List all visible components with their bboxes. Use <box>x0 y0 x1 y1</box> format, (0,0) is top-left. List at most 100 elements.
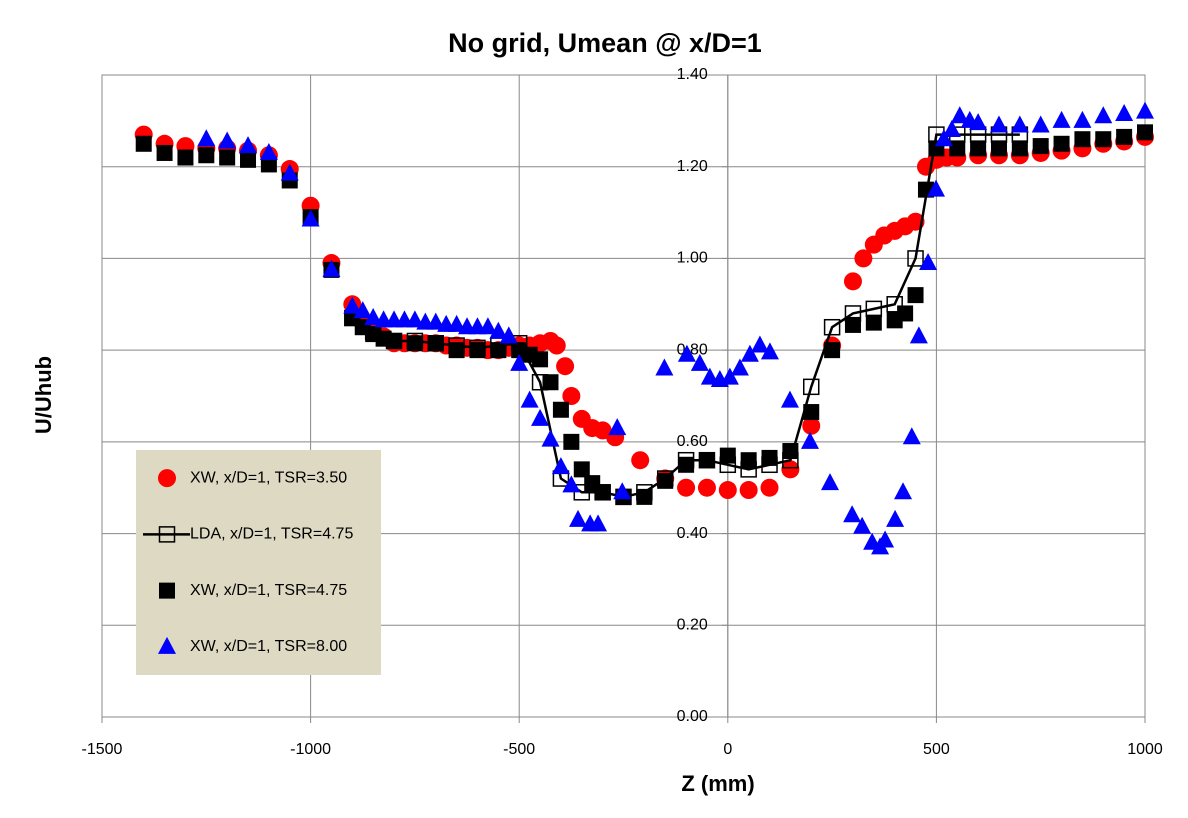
point <box>1074 131 1091 148</box>
point <box>719 447 736 464</box>
point <box>1053 135 1070 152</box>
y-tick-label: 0.00 <box>677 708 708 725</box>
point <box>301 209 320 227</box>
point <box>821 473 840 491</box>
point <box>541 429 560 447</box>
point <box>823 318 841 336</box>
point <box>177 149 194 166</box>
point <box>969 113 988 131</box>
point <box>499 326 518 344</box>
point <box>613 482 632 500</box>
point <box>531 408 550 426</box>
point <box>448 342 465 359</box>
point <box>156 144 173 161</box>
y-tick-label: 1.00 <box>677 250 708 267</box>
point <box>489 321 508 339</box>
point <box>532 351 549 368</box>
point <box>760 342 779 360</box>
x-tick-label: -1500 <box>82 741 123 758</box>
point <box>760 478 779 497</box>
point <box>853 516 872 534</box>
point <box>761 449 778 466</box>
legend: XW, x/D=1, TSR=3.50 LDA, x/D=1, TSR=4.75 X… <box>136 450 381 675</box>
point <box>894 482 913 500</box>
legend-marker <box>159 582 175 599</box>
point <box>902 427 921 445</box>
point <box>1073 110 1092 128</box>
point <box>678 456 695 473</box>
point <box>843 272 862 291</box>
point <box>259 142 278 160</box>
point <box>594 484 611 501</box>
point <box>1031 115 1050 133</box>
point <box>782 443 799 460</box>
point <box>739 481 758 500</box>
point <box>556 357 575 376</box>
point <box>426 312 445 330</box>
point <box>949 140 966 157</box>
point <box>907 287 924 304</box>
point <box>876 530 895 548</box>
point <box>405 310 424 328</box>
point <box>803 404 820 421</box>
point <box>469 342 486 359</box>
x-tick-label: 1000 <box>1127 741 1163 758</box>
point <box>854 249 873 268</box>
point <box>698 452 715 469</box>
point <box>1011 140 1028 157</box>
point <box>562 475 581 493</box>
point <box>608 418 627 436</box>
point <box>552 401 569 418</box>
point <box>631 451 650 470</box>
point <box>934 129 953 147</box>
point <box>909 326 928 344</box>
point <box>970 140 987 157</box>
point <box>520 390 539 408</box>
point <box>802 378 820 396</box>
point <box>280 163 299 181</box>
point <box>135 135 152 152</box>
point <box>1116 128 1133 145</box>
point <box>239 136 258 154</box>
point <box>563 433 580 450</box>
x-tick-label: -1000 <box>290 741 331 758</box>
point <box>406 335 423 352</box>
point <box>677 478 696 497</box>
point <box>198 147 215 164</box>
point <box>990 140 1007 157</box>
point <box>886 296 903 313</box>
point <box>240 151 257 168</box>
point <box>322 259 341 277</box>
point <box>843 505 862 523</box>
legend-marker <box>158 469 176 488</box>
legend-label: XW, x/D=1, TSR=4.75 <box>190 582 347 599</box>
point <box>942 120 961 138</box>
point <box>730 358 749 376</box>
point <box>551 457 570 475</box>
point <box>655 358 674 376</box>
point <box>718 481 737 500</box>
point <box>677 344 696 362</box>
y-tick-label: 1.20 <box>677 158 708 175</box>
y-tick-label: 0.60 <box>677 433 708 450</box>
point <box>364 308 383 326</box>
point <box>197 129 216 147</box>
point <box>780 390 799 408</box>
point <box>1010 115 1029 133</box>
point <box>720 367 739 385</box>
point <box>781 460 800 479</box>
legend-label: XW, x/D=1, TSR=3.50 <box>190 469 347 486</box>
point <box>542 374 559 391</box>
point <box>1095 131 1112 148</box>
point <box>950 106 969 124</box>
point <box>573 461 590 478</box>
point <box>1032 138 1049 155</box>
point <box>802 416 821 435</box>
point <box>569 509 588 527</box>
x-tick-label: -500 <box>503 741 535 758</box>
point <box>343 296 362 314</box>
x-tick-label: 500 <box>923 741 950 758</box>
